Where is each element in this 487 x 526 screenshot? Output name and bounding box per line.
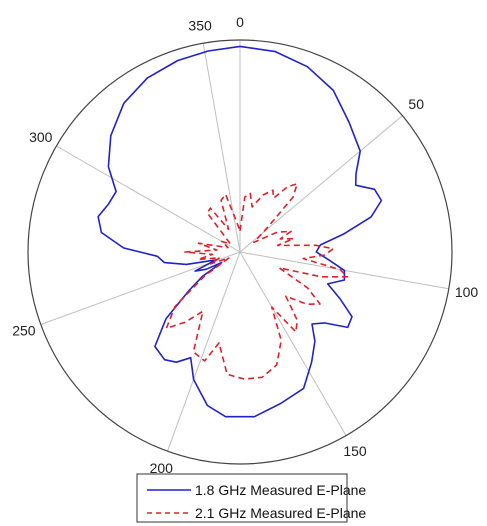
grid-spoke <box>239 115 403 253</box>
angle-tick-label: 350 <box>188 18 212 34</box>
angle-tick-label: 50 <box>408 96 424 112</box>
angle-tick-label: 200 <box>150 460 174 476</box>
angle-tick-label: 300 <box>29 129 53 145</box>
legend: 1.8 GHz Measured E-Plane 2.1 GHz Measure… <box>136 473 366 523</box>
legend-label-series-1: 1.8 GHz Measured E-Plane <box>195 482 366 498</box>
polar-grid <box>27 39 453 465</box>
angle-tick-label: 100 <box>455 284 479 300</box>
grid-spoke <box>56 145 241 253</box>
series-line-2 <box>165 183 349 380</box>
grid-spoke <box>202 43 241 253</box>
series-line-1 <box>97 45 383 418</box>
grid-spoke <box>239 251 347 436</box>
angle-tick-labels: 0 50 100 150 200 250 300 350 <box>12 14 478 476</box>
outer-ring <box>27 39 453 465</box>
series-layer <box>97 45 383 418</box>
legend-label-series-2: 2.1 GHz Measured E-Plane <box>195 505 366 521</box>
angle-tick-label: 0 <box>236 14 244 30</box>
legend-box <box>136 473 348 523</box>
angle-tick-label: 250 <box>12 323 36 339</box>
angle-tick-label: 150 <box>343 443 367 459</box>
grid-spoke <box>167 251 241 452</box>
